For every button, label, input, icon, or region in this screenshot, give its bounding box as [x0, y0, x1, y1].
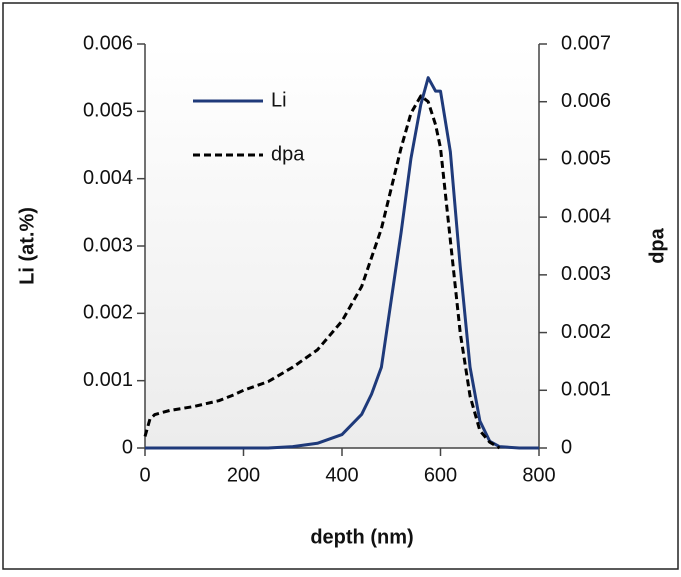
y2-tick-label: 0.004: [561, 205, 611, 227]
y2-tick-label: 0.003: [561, 263, 611, 285]
y-tick-label: 0.002: [83, 302, 133, 324]
y2-tick-label: 0.005: [561, 148, 611, 170]
y2-tick-label: 0.001: [561, 379, 611, 401]
x-tick-label: 400: [325, 464, 358, 486]
y2-tick-label: 0.002: [561, 321, 611, 343]
x-axis-label: depth (nm): [310, 526, 413, 548]
y-axis-label: Li (at.%): [16, 207, 38, 285]
y-tick-label: 0.004: [83, 167, 133, 189]
series-line: [145, 76, 539, 450]
x-tick-label: 600: [424, 464, 457, 486]
legend-label: Li: [271, 89, 287, 111]
x-tick-label: 0: [139, 464, 150, 486]
plot-area: [145, 44, 539, 448]
legend-label: dpa: [271, 143, 305, 165]
y-tick-label: 0: [122, 436, 133, 458]
y2-tick-label: 0.006: [561, 90, 611, 112]
y-tick-label: 0.001: [83, 369, 133, 391]
series-line: [143, 94, 501, 450]
x-tick-label: 800: [522, 464, 555, 486]
y2-tick-label: 0.007: [561, 32, 611, 54]
y2-axis-label: dpa: [646, 227, 668, 263]
y-tick-label: 0.005: [83, 100, 133, 122]
x-tick-label: 200: [227, 464, 260, 486]
y-tick-label: 0.006: [83, 32, 133, 54]
y-tick-label: 0.003: [83, 234, 133, 256]
y2-tick-label: 0: [561, 436, 572, 458]
